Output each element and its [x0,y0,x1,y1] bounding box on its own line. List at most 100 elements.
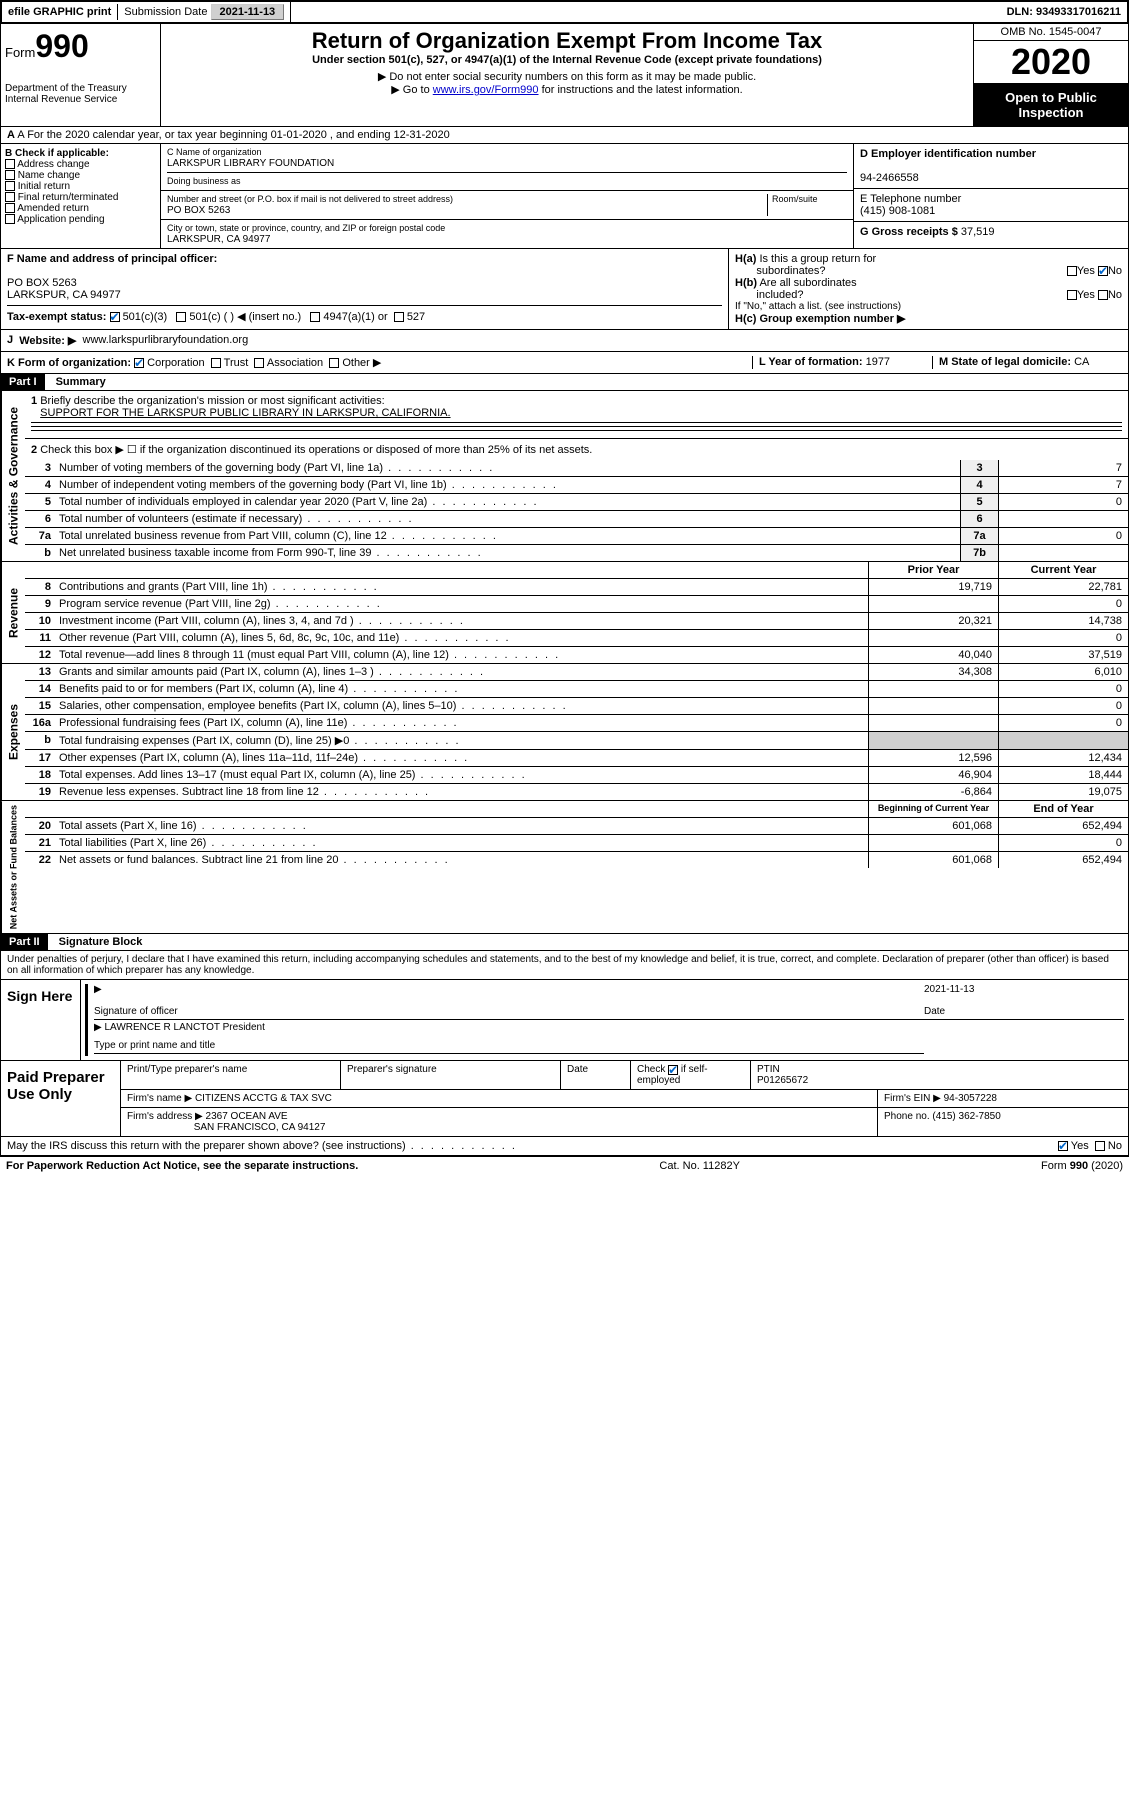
checkbox-address-change[interactable] [5,159,15,169]
vlabel-net-assets: Net Assets or Fund Balances [1,801,25,933]
sign-date: 2021-11-13 [924,984,1124,1002]
vlabel-revenue: Revenue [1,562,25,663]
line-7b-value [998,545,1128,561]
officer-name: LAWRENCE R LANCTOT President [104,1022,264,1033]
form-title: Return of Organization Exempt From Incom… [165,28,969,54]
net-assets-section: Net Assets or Fund Balances Beginning of… [0,801,1129,934]
header-bar: efile GRAPHIC print Submission Date 2021… [0,0,1129,24]
line-15-current: 0 [998,698,1128,714]
dln-cell: DLN: 93493317016211 [1001,4,1127,20]
footer: For Paperwork Reduction Act Notice, see … [0,1156,1129,1175]
checkbox-4947[interactable] [310,312,320,322]
sign-here-label: Sign Here [1,980,81,1060]
line-18-prior: 46,904 [868,767,998,783]
instruction-2: ▶ Go to www.irs.gov/Form990 for instruct… [165,83,969,96]
vlabel-activities: Activities & Governance [1,391,25,561]
checkbox-self-employed[interactable] [668,1065,678,1075]
gross-receipts: 37,519 [961,226,995,238]
line-15-prior [868,698,998,714]
checkbox-final-return[interactable] [5,192,15,202]
irs-link[interactable]: www.irs.gov/Form990 [433,84,539,96]
line-9-prior [868,596,998,612]
section-bcdeg: B Check if applicable: Address change Na… [0,144,1129,249]
line-14-prior [868,681,998,697]
tax-year: 2020 [974,41,1128,84]
part2-header: Part II [1,934,48,950]
ein-value: 94-2466558 [860,172,919,184]
line-13-prior: 34,308 [868,664,998,680]
mission-text: SUPPORT FOR THE LARKSPUR PUBLIC LIBRARY … [40,407,450,419]
paid-preparer-block: Paid Preparer Use Only Print/Type prepar… [0,1061,1129,1137]
section-c: C Name of organization LARKSPUR LIBRARY … [161,144,853,248]
section-klm: K Form of organization: Corporation Trus… [0,352,1129,374]
form-number: 990 [35,28,88,64]
checkbox-name-change[interactable] [5,170,15,180]
title-row: Form990 Department of the Treasury Inter… [0,24,1129,127]
line-8-prior: 19,719 [868,579,998,595]
checkbox-pending[interactable] [5,214,15,224]
submission-date-button[interactable]: 2021-11-13 [211,4,285,20]
line-8-current: 22,781 [998,579,1128,595]
line-13-current: 6,010 [998,664,1128,680]
checkbox-527[interactable] [394,312,404,322]
checkbox-corporation[interactable] [134,358,144,368]
checkbox-trust[interactable] [211,358,221,368]
line-4-value: 7 [998,477,1128,493]
dln-value: 93493317016211 [1036,6,1121,18]
firm-name: CITIZENS ACCTG & TAX SVC [195,1093,332,1104]
line-10-current: 14,738 [998,613,1128,629]
line-7a-value: 0 [998,528,1128,544]
irs-discuss: May the IRS discuss this return with the… [7,1140,1058,1152]
omb-number: OMB No. 1545-0047 [974,24,1128,41]
line-16a-current: 0 [998,715,1128,731]
org-city: LARKSPUR, CA 94977 [167,234,270,245]
discuss-yes[interactable] [1058,1141,1068,1151]
line-9-current: 0 [998,596,1128,612]
part2-title: Signature Block [51,936,143,948]
checkbox-association[interactable] [254,358,264,368]
org-name: LARKSPUR LIBRARY FOUNDATION [167,158,334,169]
dln-label: DLN: [1007,6,1033,18]
checkbox-501c[interactable] [176,312,186,322]
checkbox-initial-return[interactable] [5,181,15,191]
firm-ein: 94-3057228 [944,1093,997,1104]
form-id-box: Form990 Department of the Treasury Inter… [1,24,161,126]
dept-label: Department of the Treasury Internal Reve… [5,83,156,105]
title-mid: Return of Organization Exempt From Incom… [161,24,973,126]
line-19-current: 19,075 [998,784,1128,800]
line-11-current: 0 [998,630,1128,646]
checkbox-501c3[interactable] [110,312,120,322]
discuss-no[interactable] [1095,1141,1105,1151]
revenue-section: Revenue Prior YearCurrent Year 8 Contrib… [0,562,1129,664]
checkbox-amended[interactable] [5,203,15,213]
checkbox-other[interactable] [329,358,339,368]
line-21-current: 0 [998,835,1128,851]
line-18-current: 18,444 [998,767,1128,783]
sign-here-block: Sign Here ▶ Signature of officer ▶ LAWRE… [0,980,1129,1061]
section-j: J Website: ▶ www.larkspurlibraryfoundati… [0,330,1129,352]
line-22-current: 652,494 [998,852,1128,868]
part1-header: Part I [1,374,45,390]
part1-title: Summary [48,376,106,388]
form-subtitle: Under section 501(c), 527, or 4947(a)(1)… [165,54,969,66]
section-fh: F Name and address of principal officer:… [0,249,1129,330]
section-deg: D Employer identification number 94-2466… [853,144,1128,248]
line-3-value: 7 [998,460,1128,476]
section-b: B Check if applicable: Address change Na… [1,144,161,248]
line-22-prior: 601,068 [868,852,998,868]
title-right: OMB No. 1545-0047 2020 Open to Public In… [973,24,1128,126]
year-formation: 1977 [866,356,890,368]
line-17-prior: 12,596 [868,750,998,766]
ha-yes[interactable] [1067,266,1077,276]
ha-no[interactable] [1098,266,1108,276]
line-20-prior: 601,068 [868,818,998,834]
state-domicile: CA [1074,356,1089,368]
line-5-value: 0 [998,494,1128,510]
line-17-current: 12,434 [998,750,1128,766]
line-16a-prior [868,715,998,731]
hb-no[interactable] [1098,290,1108,300]
line-12-current: 37,519 [998,647,1128,663]
ptin-value: P01265672 [757,1075,808,1086]
line-11-prior [868,630,998,646]
hb-yes[interactable] [1067,290,1077,300]
